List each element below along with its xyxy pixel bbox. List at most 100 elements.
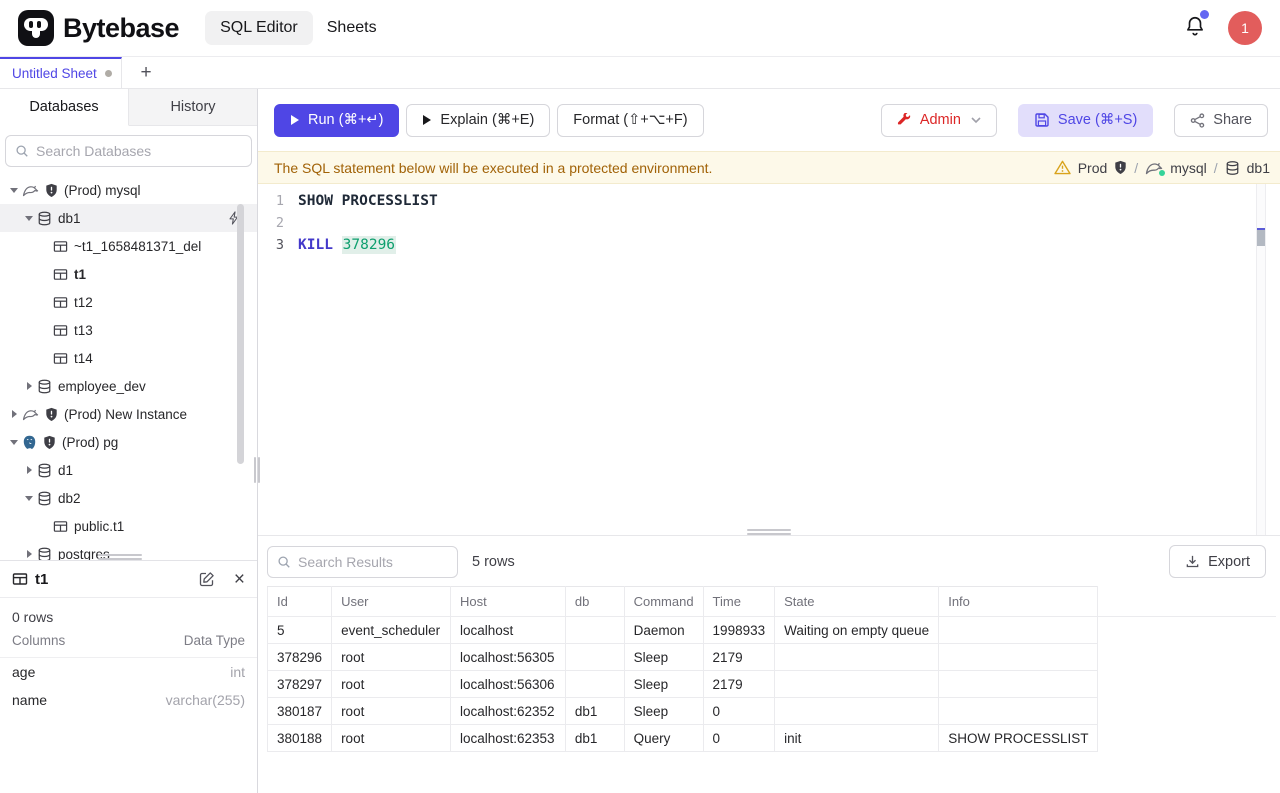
table-cell[interactable]: 2179: [702, 670, 776, 698]
caret-down-icon[interactable]: [21, 215, 37, 221]
table-cell[interactable]: init: [774, 724, 940, 752]
tree-item--prod-new-instance[interactable]: (Prod) New Instance: [0, 400, 257, 428]
table-cell[interactable]: [774, 670, 940, 698]
close-panel-icon[interactable]: ×: [233, 568, 245, 590]
nav-sheets[interactable]: Sheets: [326, 19, 377, 36]
column-header-id[interactable]: Id: [266, 586, 333, 617]
table-cell[interactable]: [564, 643, 625, 671]
share-button[interactable]: Share: [1174, 103, 1268, 137]
table-cell[interactable]: Daemon: [623, 616, 704, 644]
table-cell[interactable]: [564, 670, 625, 698]
tree-item--prod-pg[interactable]: (Prod) pg: [0, 428, 257, 456]
table-row[interactable]: 380187 root localhost:62352 db1 Sleep 0: [266, 697, 1277, 725]
table-cell[interactable]: localhost:56305: [449, 643, 566, 671]
table-cell[interactable]: Sleep: [623, 697, 704, 725]
table-cell[interactable]: localhost:62353: [449, 724, 566, 752]
column-header-db[interactable]: db: [564, 586, 625, 617]
notification-bell-icon[interactable]: [1184, 9, 1209, 43]
tree-item-db2[interactable]: db2: [0, 484, 257, 512]
column-header-info[interactable]: Info: [938, 586, 1099, 617]
results-search-input[interactable]: [298, 553, 448, 570]
table-cell[interactable]: [938, 697, 1099, 725]
results-resize-handle[interactable]: [747, 529, 791, 535]
table-cell[interactable]: [774, 643, 940, 671]
table-cell[interactable]: 378296: [266, 643, 333, 671]
tree-item-t14[interactable]: t14: [0, 344, 257, 372]
table-row[interactable]: 378296 root localhost:56305 Sleep 2179: [266, 643, 1277, 671]
tree-item-t13[interactable]: t13: [0, 316, 257, 344]
run-button[interactable]: Run (⌘+↵): [274, 103, 400, 137]
schema-panel-resize-handle[interactable]: [98, 554, 142, 560]
table-cell[interactable]: 0: [702, 724, 776, 752]
tree-item-db1[interactable]: db1: [0, 204, 257, 232]
table-cell[interactable]: root: [331, 724, 451, 752]
tab-databases[interactable]: Databases: [0, 89, 129, 126]
explain-button[interactable]: Explain (⌘+E): [406, 103, 551, 137]
table-cell[interactable]: 380187: [266, 697, 333, 725]
table-row[interactable]: 5 event_scheduler localhost Daemon 1998933 Wa…: [266, 616, 1277, 644]
table-cell[interactable]: [938, 670, 1099, 698]
table-cell[interactable]: root: [331, 643, 451, 671]
column-header-user[interactable]: User: [331, 586, 451, 617]
tab-history[interactable]: History: [129, 89, 257, 126]
sql-code-editor[interactable]: 1 SHOW PROCESSLIST 2 3 KILL 378296: [258, 184, 1280, 535]
bytebase-logo-icon[interactable]: [18, 10, 54, 46]
table-cell[interactable]: localhost:56306: [449, 670, 566, 698]
tree-item-postgres[interactable]: postgres: [0, 540, 257, 560]
table-cell[interactable]: Sleep: [623, 670, 704, 698]
table-cell[interactable]: db1: [564, 724, 625, 752]
table-row[interactable]: 378297 root localhost:56306 Sleep 2179: [266, 670, 1277, 698]
table-cell[interactable]: 2179: [702, 643, 776, 671]
instance-label[interactable]: mysql: [1170, 159, 1207, 176]
nav-sql-editor[interactable]: SQL Editor: [205, 11, 313, 45]
admin-mode-button[interactable]: Admin: [880, 103, 997, 137]
caret-right-icon[interactable]: [21, 382, 37, 390]
table-cell[interactable]: [938, 616, 1099, 644]
editor-minimap[interactable]: [1256, 184, 1266, 535]
column-header-state[interactable]: State: [774, 586, 940, 617]
export-button[interactable]: Export: [1169, 545, 1266, 578]
schema-column-name[interactable]: name varchar(255): [0, 686, 257, 714]
table-cell[interactable]: 0: [702, 697, 776, 725]
column-header-time[interactable]: Time: [702, 586, 776, 617]
table-cell[interactable]: root: [331, 670, 451, 698]
tree-item--prod-mysql[interactable]: (Prod) mysql: [0, 176, 257, 204]
database-search-input[interactable]: [36, 143, 242, 159]
table-cell[interactable]: Sleep: [623, 643, 704, 671]
sidebar-resize-handle[interactable]: [254, 457, 261, 483]
tree-item--t1-1658481371-del[interactable]: ~t1_1658481371_del: [0, 232, 257, 260]
tree-item-public-t1[interactable]: public.t1: [0, 512, 257, 540]
table-cell[interactable]: Waiting on empty queue: [774, 616, 940, 644]
table-cell[interactable]: root: [331, 697, 451, 725]
table-cell[interactable]: 378297: [266, 670, 333, 698]
column-header-host[interactable]: Host: [449, 586, 566, 617]
tree-item-t1[interactable]: t1: [0, 260, 257, 288]
table-cell[interactable]: [564, 616, 625, 644]
table-cell[interactable]: localhost: [449, 616, 566, 644]
caret-right-icon[interactable]: [6, 410, 22, 418]
caret-down-icon[interactable]: [21, 495, 37, 501]
avatar[interactable]: 1: [1228, 11, 1262, 45]
new-sheet-button[interactable]: +: [140, 61, 152, 83]
tree-scrollbar[interactable]: [237, 204, 244, 464]
caret-right-icon[interactable]: [21, 466, 37, 474]
table-cell[interactable]: event_scheduler: [331, 616, 451, 644]
format-button[interactable]: Format (⇧+⌥+F): [557, 103, 704, 137]
tab-untitled-sheet[interactable]: Untitled Sheet: [0, 57, 122, 88]
tree-item-d1[interactable]: d1: [0, 456, 257, 484]
table-cell[interactable]: 380188: [266, 724, 333, 752]
table-cell[interactable]: [774, 697, 940, 725]
table-cell[interactable]: localhost:62352: [449, 697, 566, 725]
table-row[interactable]: 380188 root localhost:62353 db1 Query 0 init SH…: [266, 724, 1277, 752]
caret-down-icon[interactable]: [6, 187, 22, 193]
column-header-command[interactable]: Command: [623, 586, 704, 617]
schema-column-age[interactable]: age int: [0, 658, 257, 686]
table-cell[interactable]: 1998933: [702, 616, 776, 644]
database-label[interactable]: db1: [1246, 159, 1270, 176]
table-cell[interactable]: 5: [266, 616, 333, 644]
caret-down-icon[interactable]: [6, 439, 22, 445]
caret-right-icon[interactable]: [21, 550, 37, 558]
tree-item-t12[interactable]: t12: [0, 288, 257, 316]
table-cell[interactable]: db1: [564, 697, 625, 725]
edit-table-icon[interactable]: [199, 571, 215, 587]
